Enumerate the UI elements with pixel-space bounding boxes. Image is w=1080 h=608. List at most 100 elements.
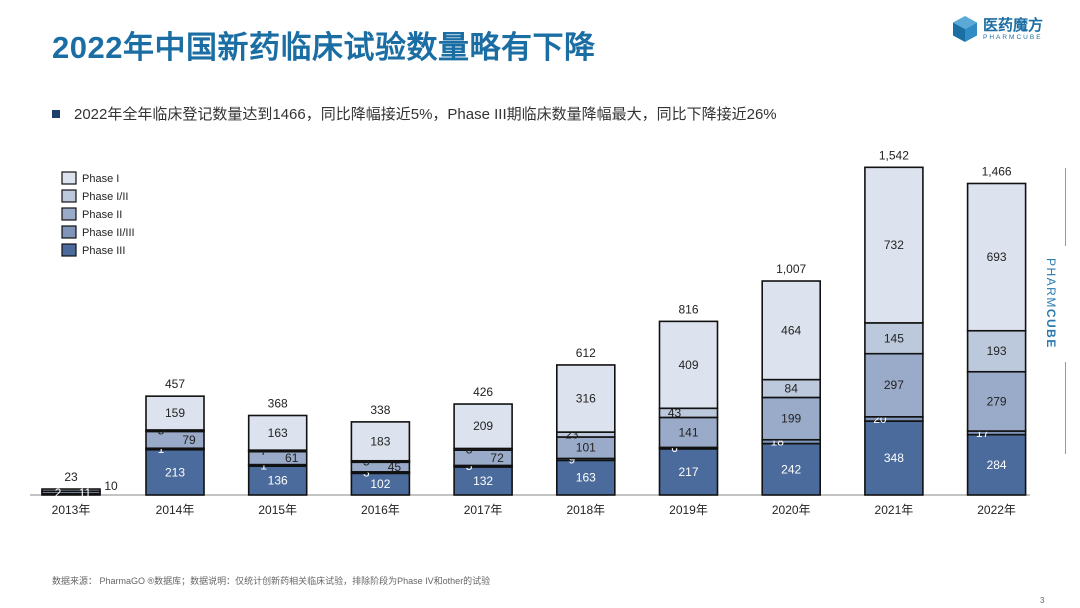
legend-swatch xyxy=(61,225,77,239)
x-tick-label: 2020年 xyxy=(772,503,811,517)
data-label: 9 xyxy=(568,452,575,466)
data-label: 43 xyxy=(668,406,682,420)
total-label: 1,007 xyxy=(776,262,806,276)
bullet-square-icon xyxy=(52,109,60,118)
total-label: 816 xyxy=(678,302,698,316)
data-label: 159 xyxy=(165,406,185,420)
legend-swatch xyxy=(61,171,77,185)
bar-segment xyxy=(453,403,513,450)
data-label: 45 xyxy=(388,460,402,474)
bar-segment xyxy=(864,352,924,418)
x-tick-label: 2019年 xyxy=(669,503,708,517)
data-label: 464 xyxy=(781,323,801,337)
data-label: 163 xyxy=(268,426,288,440)
bar-segment xyxy=(761,396,822,441)
page-number: 3 xyxy=(1040,596,1045,605)
data-label: 348 xyxy=(884,451,904,465)
bar-segment xyxy=(761,442,822,496)
total-label: 1,542 xyxy=(879,148,909,162)
x-tick-label: 2013年 xyxy=(52,503,91,517)
bar-segment xyxy=(247,414,308,451)
x-tick-label: 2018年 xyxy=(566,503,605,517)
brand-logo: 医药魔方 PHARMCUBE xyxy=(952,14,1062,48)
bar-segment xyxy=(555,459,616,496)
bar-segment xyxy=(658,320,719,410)
data-label: 11 xyxy=(79,486,92,500)
data-label: 10 xyxy=(104,479,118,493)
data-label: 72 xyxy=(490,451,504,465)
data-label: 79 xyxy=(182,433,196,447)
bar-segment xyxy=(658,448,719,496)
total-label: 23 xyxy=(64,470,78,484)
x-tick-label: 2016年 xyxy=(361,503,400,517)
side-divider-top xyxy=(1065,168,1066,246)
bar-segment xyxy=(864,166,924,324)
x-tick-label: 2017年 xyxy=(464,503,503,517)
bar-segment xyxy=(966,370,1027,432)
cube-logo-icon xyxy=(953,16,977,42)
page-title: 2022年中国新药临床试验数量略有下降 xyxy=(52,30,596,65)
data-label: 132 xyxy=(473,474,493,488)
data-label: 199 xyxy=(781,412,801,426)
total-label: 338 xyxy=(370,403,390,417)
total-label: 1,466 xyxy=(982,164,1012,178)
logo-text-cn: 医药魔方 xyxy=(983,17,1044,34)
bar-segment xyxy=(145,448,205,496)
total-label: 457 xyxy=(165,377,185,391)
x-tick-label: 2015年 xyxy=(258,503,297,517)
data-label: 213 xyxy=(165,465,185,479)
logo-text-en: PHARMCUBE xyxy=(983,34,1043,41)
data-label: 2 xyxy=(55,486,62,500)
bar-segment xyxy=(145,395,205,431)
data-label: 8 xyxy=(466,442,473,456)
summary-text: 2022年全年临床登记数量达到1466，同比降幅接近5%，Phase III期临… xyxy=(74,106,777,123)
side-divider-bottom xyxy=(1065,362,1066,454)
data-label: 101 xyxy=(576,441,596,455)
data-source-note: 数据来源： PharmaGO ®数据库；数据说明：仅统计创新药相关临床试验，排除… xyxy=(52,576,491,586)
data-label: 136 xyxy=(268,474,288,488)
data-label: 193 xyxy=(987,344,1007,358)
x-tick-label: 2014年 xyxy=(156,503,195,517)
bar-segment xyxy=(966,182,1027,332)
data-label: 297 xyxy=(884,378,904,392)
data-label: 209 xyxy=(473,419,493,433)
data-label: 145 xyxy=(884,331,904,345)
bar-segment xyxy=(864,420,924,496)
data-label: 732 xyxy=(884,238,904,252)
bar-segment xyxy=(453,466,513,496)
bar-segment xyxy=(555,364,616,433)
legend-swatch xyxy=(61,189,77,203)
total-label: 368 xyxy=(268,397,288,411)
data-label: 409 xyxy=(678,358,698,372)
bar-segment xyxy=(966,329,1027,373)
bar-segment xyxy=(864,322,924,355)
data-label: 141 xyxy=(678,425,698,439)
total-label: 612 xyxy=(576,346,596,360)
legend-label: Phase II xyxy=(82,209,122,221)
data-label: 279 xyxy=(987,394,1007,408)
data-label: 84 xyxy=(785,382,799,396)
bar-segment xyxy=(350,421,411,462)
data-label: 183 xyxy=(370,434,390,448)
data-label: 693 xyxy=(987,250,1007,264)
legend-label: Phase III xyxy=(82,245,125,257)
legend-label: Phase II/III xyxy=(82,227,135,239)
legend-swatch xyxy=(61,207,77,221)
x-tick-label: 2021年 xyxy=(875,503,914,517)
data-label: 217 xyxy=(678,465,698,479)
summary-bullet: 2022年全年临床登记数量达到1466，同比降幅接近5%，Phase III期临… xyxy=(52,103,777,124)
x-tick-label: 2022年 xyxy=(977,503,1016,517)
total-label: 426 xyxy=(473,385,493,399)
bar-segment xyxy=(41,488,101,492)
data-label: 242 xyxy=(781,462,801,476)
legend-label: Phase I/II xyxy=(82,191,128,203)
bar-segment xyxy=(966,433,1027,496)
legend-label: Phase I xyxy=(82,173,119,185)
data-label: 284 xyxy=(987,458,1007,472)
data-label: 163 xyxy=(576,471,596,485)
data-label: 61 xyxy=(285,451,299,465)
bar-segment xyxy=(761,280,822,381)
bar-segment xyxy=(658,416,719,449)
data-label: 316 xyxy=(576,392,596,406)
